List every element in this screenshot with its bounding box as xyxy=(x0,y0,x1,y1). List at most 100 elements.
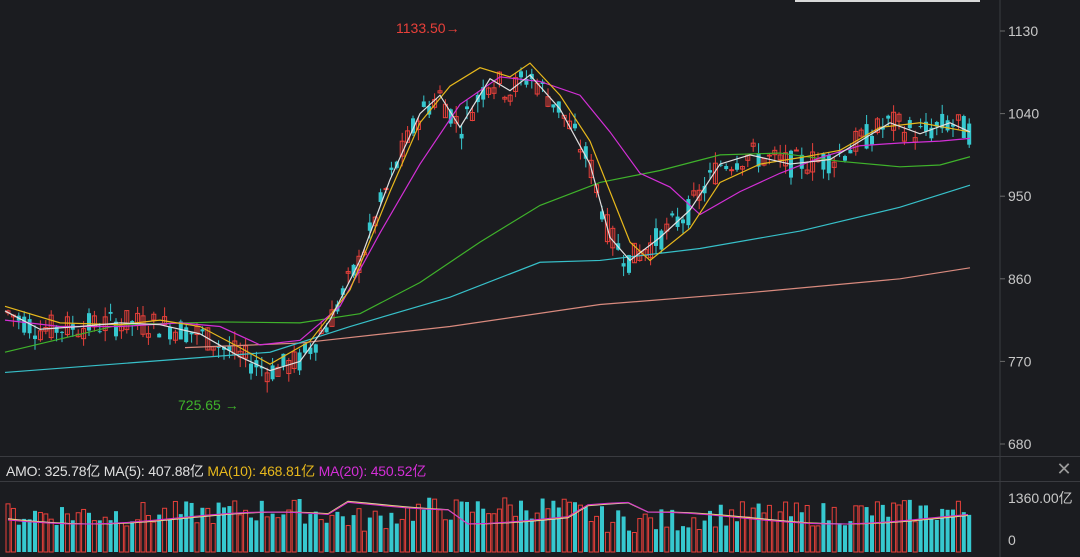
volume-bar xyxy=(924,505,928,552)
volume-separator xyxy=(0,481,1080,482)
candle-body xyxy=(275,366,281,377)
candle-body xyxy=(864,124,869,149)
volume-bar xyxy=(934,519,939,552)
candle-body xyxy=(48,314,54,339)
candle-body xyxy=(145,333,151,338)
candle-body xyxy=(600,211,604,220)
candle-body xyxy=(64,316,70,336)
legend-amo: AMO: 325.78亿 xyxy=(6,463,101,479)
volume-bar xyxy=(237,514,243,553)
candle-body xyxy=(340,288,345,295)
volume-bar xyxy=(442,519,448,553)
volume-bar xyxy=(955,500,961,553)
candle-body xyxy=(831,161,837,168)
price-tick-label: 680 xyxy=(1008,436,1032,452)
volume-bar xyxy=(145,514,151,553)
volume-bar xyxy=(761,512,767,553)
volume-bar xyxy=(270,513,275,552)
volume-bar xyxy=(616,510,621,552)
legend-ma20: MA(20): 450.52亿 xyxy=(318,463,427,479)
candle-body xyxy=(249,363,253,374)
volume-bar xyxy=(249,517,253,552)
volume-bar xyxy=(87,512,91,552)
volume-bar xyxy=(10,507,16,553)
candle-body xyxy=(837,152,842,154)
volume-bar xyxy=(356,508,362,553)
candle-body xyxy=(929,127,934,139)
volume-tick-label: 1360.00亿 xyxy=(1008,490,1073,506)
candle-body xyxy=(189,332,194,335)
volume-bar xyxy=(421,509,426,552)
volume-bar xyxy=(519,500,523,552)
candle-body xyxy=(453,116,459,124)
volume-bar xyxy=(70,520,75,552)
volume-bar xyxy=(43,513,49,553)
volume-bar xyxy=(712,526,718,553)
volume-bar xyxy=(33,510,37,552)
volume-bar xyxy=(783,501,789,553)
volume-bar xyxy=(789,516,793,552)
volume-bar xyxy=(383,528,389,553)
price-tick-label: 1130 xyxy=(1008,23,1038,39)
candle-body xyxy=(724,166,729,170)
candle-body xyxy=(967,123,972,145)
volume-bar xyxy=(469,511,475,553)
close-icon[interactable]: ✕ xyxy=(1056,459,1072,479)
candle-body xyxy=(766,154,772,157)
candle-body xyxy=(848,149,853,154)
volume-bar xyxy=(848,521,853,552)
candle-body xyxy=(524,78,529,85)
candle-body xyxy=(955,114,961,121)
candle-body xyxy=(486,87,492,95)
candle-body xyxy=(588,159,594,179)
volume-bar xyxy=(561,498,567,553)
legend-ma5: MA(5): 407.88亿 xyxy=(103,463,204,479)
candle-body xyxy=(951,124,955,127)
candle-body xyxy=(27,319,32,334)
candle-body xyxy=(270,365,275,380)
volume-bar xyxy=(886,516,891,552)
candle-body xyxy=(259,366,264,369)
volume-bar xyxy=(448,519,453,552)
volume-bar xyxy=(724,525,729,552)
volume-bar xyxy=(810,525,816,553)
volume-bar xyxy=(329,514,335,553)
candle-body xyxy=(502,96,508,100)
price-tick-label: 860 xyxy=(1008,271,1032,287)
volume-bar xyxy=(573,502,577,552)
volume-bar xyxy=(642,513,648,553)
candle-body xyxy=(739,166,745,170)
volume-bar xyxy=(427,497,432,552)
candle-body xyxy=(961,116,966,138)
volume-bar xyxy=(168,519,172,552)
volume-bar xyxy=(162,507,168,553)
candle-body xyxy=(519,71,523,78)
volume-bar xyxy=(437,509,443,553)
candle-body xyxy=(54,326,59,333)
candle-body xyxy=(804,169,810,174)
volume-bar xyxy=(475,501,480,552)
volume-bar xyxy=(545,508,551,553)
volume-bar xyxy=(777,511,783,553)
volume-bar xyxy=(880,504,885,552)
volume-bar xyxy=(929,518,934,552)
volume-bar xyxy=(194,522,200,553)
candle-body xyxy=(33,335,37,340)
candle-body xyxy=(37,330,43,341)
candle-body xyxy=(940,113,945,129)
volume-bar xyxy=(772,519,778,553)
candle-body xyxy=(291,351,297,370)
volume-bar xyxy=(114,511,118,552)
volume-bar xyxy=(232,500,238,553)
candle-body xyxy=(799,154,804,169)
volume-bar xyxy=(739,501,745,553)
volume-bar xyxy=(513,515,519,553)
volume-bar xyxy=(308,514,313,552)
low-annotation: 725.65 → xyxy=(178,397,239,413)
candle-body xyxy=(151,313,157,321)
volume-bar xyxy=(631,532,637,553)
volume-bar xyxy=(891,502,897,553)
volume-bar xyxy=(54,525,59,552)
volume-bar xyxy=(81,508,87,553)
